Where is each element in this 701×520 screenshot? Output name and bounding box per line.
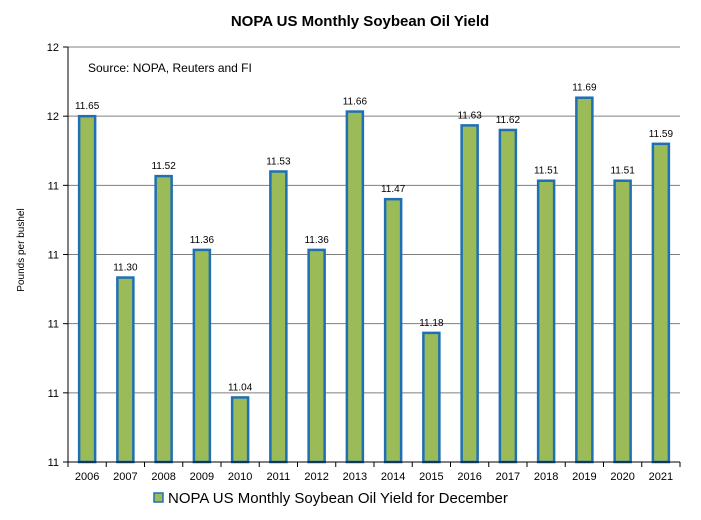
bar [269,170,288,464]
chart-title: NOPA US Monthly Soybean Oil Yield [231,13,489,30]
y-tick-label: 11 [48,457,59,469]
y-tick-label: 11 [48,180,59,192]
bar [345,110,365,464]
source-annotation: Source: NOPA, Reuters and FI [88,61,252,75]
x-tick-label: 2020 [610,471,634,483]
y-tick-label: 12 [47,42,59,54]
bar [307,248,326,464]
x-tick-label: 2010 [228,471,252,483]
bar [498,128,518,464]
x-tick-label: 2014 [381,471,405,483]
data-label: 11.62 [496,115,521,126]
data-label: 11.36 [190,235,215,246]
y-tick-label: 11 [48,250,59,262]
x-tick-label: 2008 [151,471,175,483]
data-label: 11.65 [75,101,100,112]
y-tick-label: 11 [48,319,59,331]
data-label: 11.59 [649,129,674,140]
x-tick-label: 2009 [190,471,214,483]
x-tick-label: 2006 [75,471,99,483]
data-label: 11.53 [266,157,291,168]
x-tick-label: 2011 [267,471,291,483]
data-label: 11.04 [228,382,253,393]
y-axis-label: Pounds per bushel [16,208,27,291]
x-tick-label: 2019 [572,471,596,483]
data-label: 11.69 [572,83,597,94]
bar [154,174,173,464]
data-label: 11.52 [151,161,176,172]
data-label: 11.63 [457,110,482,121]
x-tick-label: 2012 [304,471,328,483]
legend-label: NOPA US Monthly Soybean Oil Yield for De… [168,490,508,507]
bar [383,197,403,464]
bars [77,96,671,464]
data-labels: 11.65 11.30 11.52 11.36 11.04 11.53 11.36 11.66… [75,83,673,394]
bar [422,331,441,464]
bar [613,179,632,464]
bar [575,96,594,464]
data-label: 11.30 [113,263,138,274]
data-label: 11.51 [610,166,635,177]
data-label: 11.66 [343,97,368,108]
legend: NOPA US Monthly Soybean Oil Yield for De… [153,490,508,507]
bar [536,179,556,464]
x-tick-label: 2018 [534,471,558,483]
x-tick-label: 2013 [343,471,367,483]
axes: 11 11 11 11 11 12 12 2006 2007 2008 2009 2010 2011 20… [47,42,681,483]
x-tick-label: 2007 [113,471,137,483]
data-label: 11.18 [419,318,444,329]
x-tick-label: 2017 [496,471,520,483]
data-label: 11.47 [381,184,406,195]
bar [77,114,97,464]
y-tick-label: 12 [47,111,59,123]
bar [192,248,212,464]
y-tick-label: 11 [48,388,59,400]
bar [651,142,671,464]
legend-swatch [153,492,164,503]
data-label: 11.51 [534,166,559,177]
bar [230,396,250,464]
x-tick-label: 2015 [419,471,443,483]
x-tick-label: 2016 [457,471,481,483]
bar [116,276,135,464]
bar [460,124,479,464]
x-tick-label: 2021 [649,471,673,483]
data-label: 11.36 [304,235,329,246]
